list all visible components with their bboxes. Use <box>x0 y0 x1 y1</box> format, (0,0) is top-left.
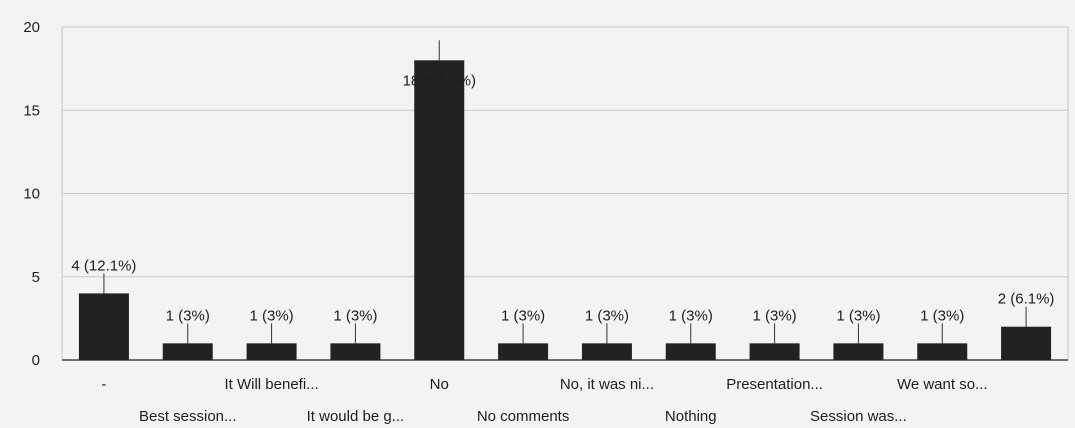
y-tick-label: 15 <box>23 102 40 119</box>
x-category-label: Best session... <box>139 408 237 425</box>
bar <box>833 343 884 360</box>
y-tick-label: 0 <box>32 352 40 369</box>
x-category-label: Nothing <box>665 408 717 425</box>
data-label: 1 (3%) <box>669 307 713 324</box>
bar <box>246 343 297 360</box>
x-category-label: We want so... <box>897 376 988 393</box>
x-category-label: Session was... <box>810 408 907 425</box>
y-axis: 0 5 10 15 20 <box>23 19 40 369</box>
x-axis: - Best session... It Will benefi... It woul… <box>101 376 987 425</box>
data-labels: 4 (12.1%) 1 (3%) 1 (3%) 1 (3%) 18 (54.5%) 1 (… <box>71 40 1055 344</box>
y-tick-label: 10 <box>23 186 40 203</box>
bar <box>162 343 213 360</box>
data-label: 1 (3%) <box>333 307 377 324</box>
data-label: 1 (3%) <box>836 307 880 324</box>
bar <box>665 343 716 360</box>
grid <box>61 26 1069 361</box>
bar <box>581 343 632 360</box>
data-label: 18 (54.5%) <box>403 72 476 89</box>
data-label: 1 (3%) <box>501 307 545 324</box>
bar <box>749 343 800 360</box>
x-category-label: No, it was ni... <box>560 376 654 393</box>
bar <box>330 343 381 360</box>
y-tick-label: 5 <box>32 269 40 286</box>
data-label: 4 (12.1%) <box>71 257 136 274</box>
data-label: 1 (3%) <box>920 307 964 324</box>
x-category-label: It would be g... <box>307 408 405 425</box>
bar <box>917 343 968 360</box>
x-category-label: No comments <box>477 408 570 425</box>
x-category-label: Presentation... <box>726 376 823 393</box>
bar <box>78 293 129 360</box>
bar <box>1001 326 1052 360</box>
x-category-label: - <box>101 376 106 393</box>
y-tick-label: 20 <box>23 19 40 36</box>
data-label: 2 (6.1%) <box>998 291 1055 308</box>
data-label: 1 (3%) <box>166 307 210 324</box>
bar <box>498 343 549 360</box>
data-label: 1 (3%) <box>585 307 629 324</box>
data-label: 1 (3%) <box>752 307 796 324</box>
x-category-label: It Will benefi... <box>224 376 318 393</box>
x-category-label: No <box>430 376 449 393</box>
data-label: 1 (3%) <box>249 307 293 324</box>
bars <box>78 60 1052 361</box>
bar <box>414 60 465 361</box>
